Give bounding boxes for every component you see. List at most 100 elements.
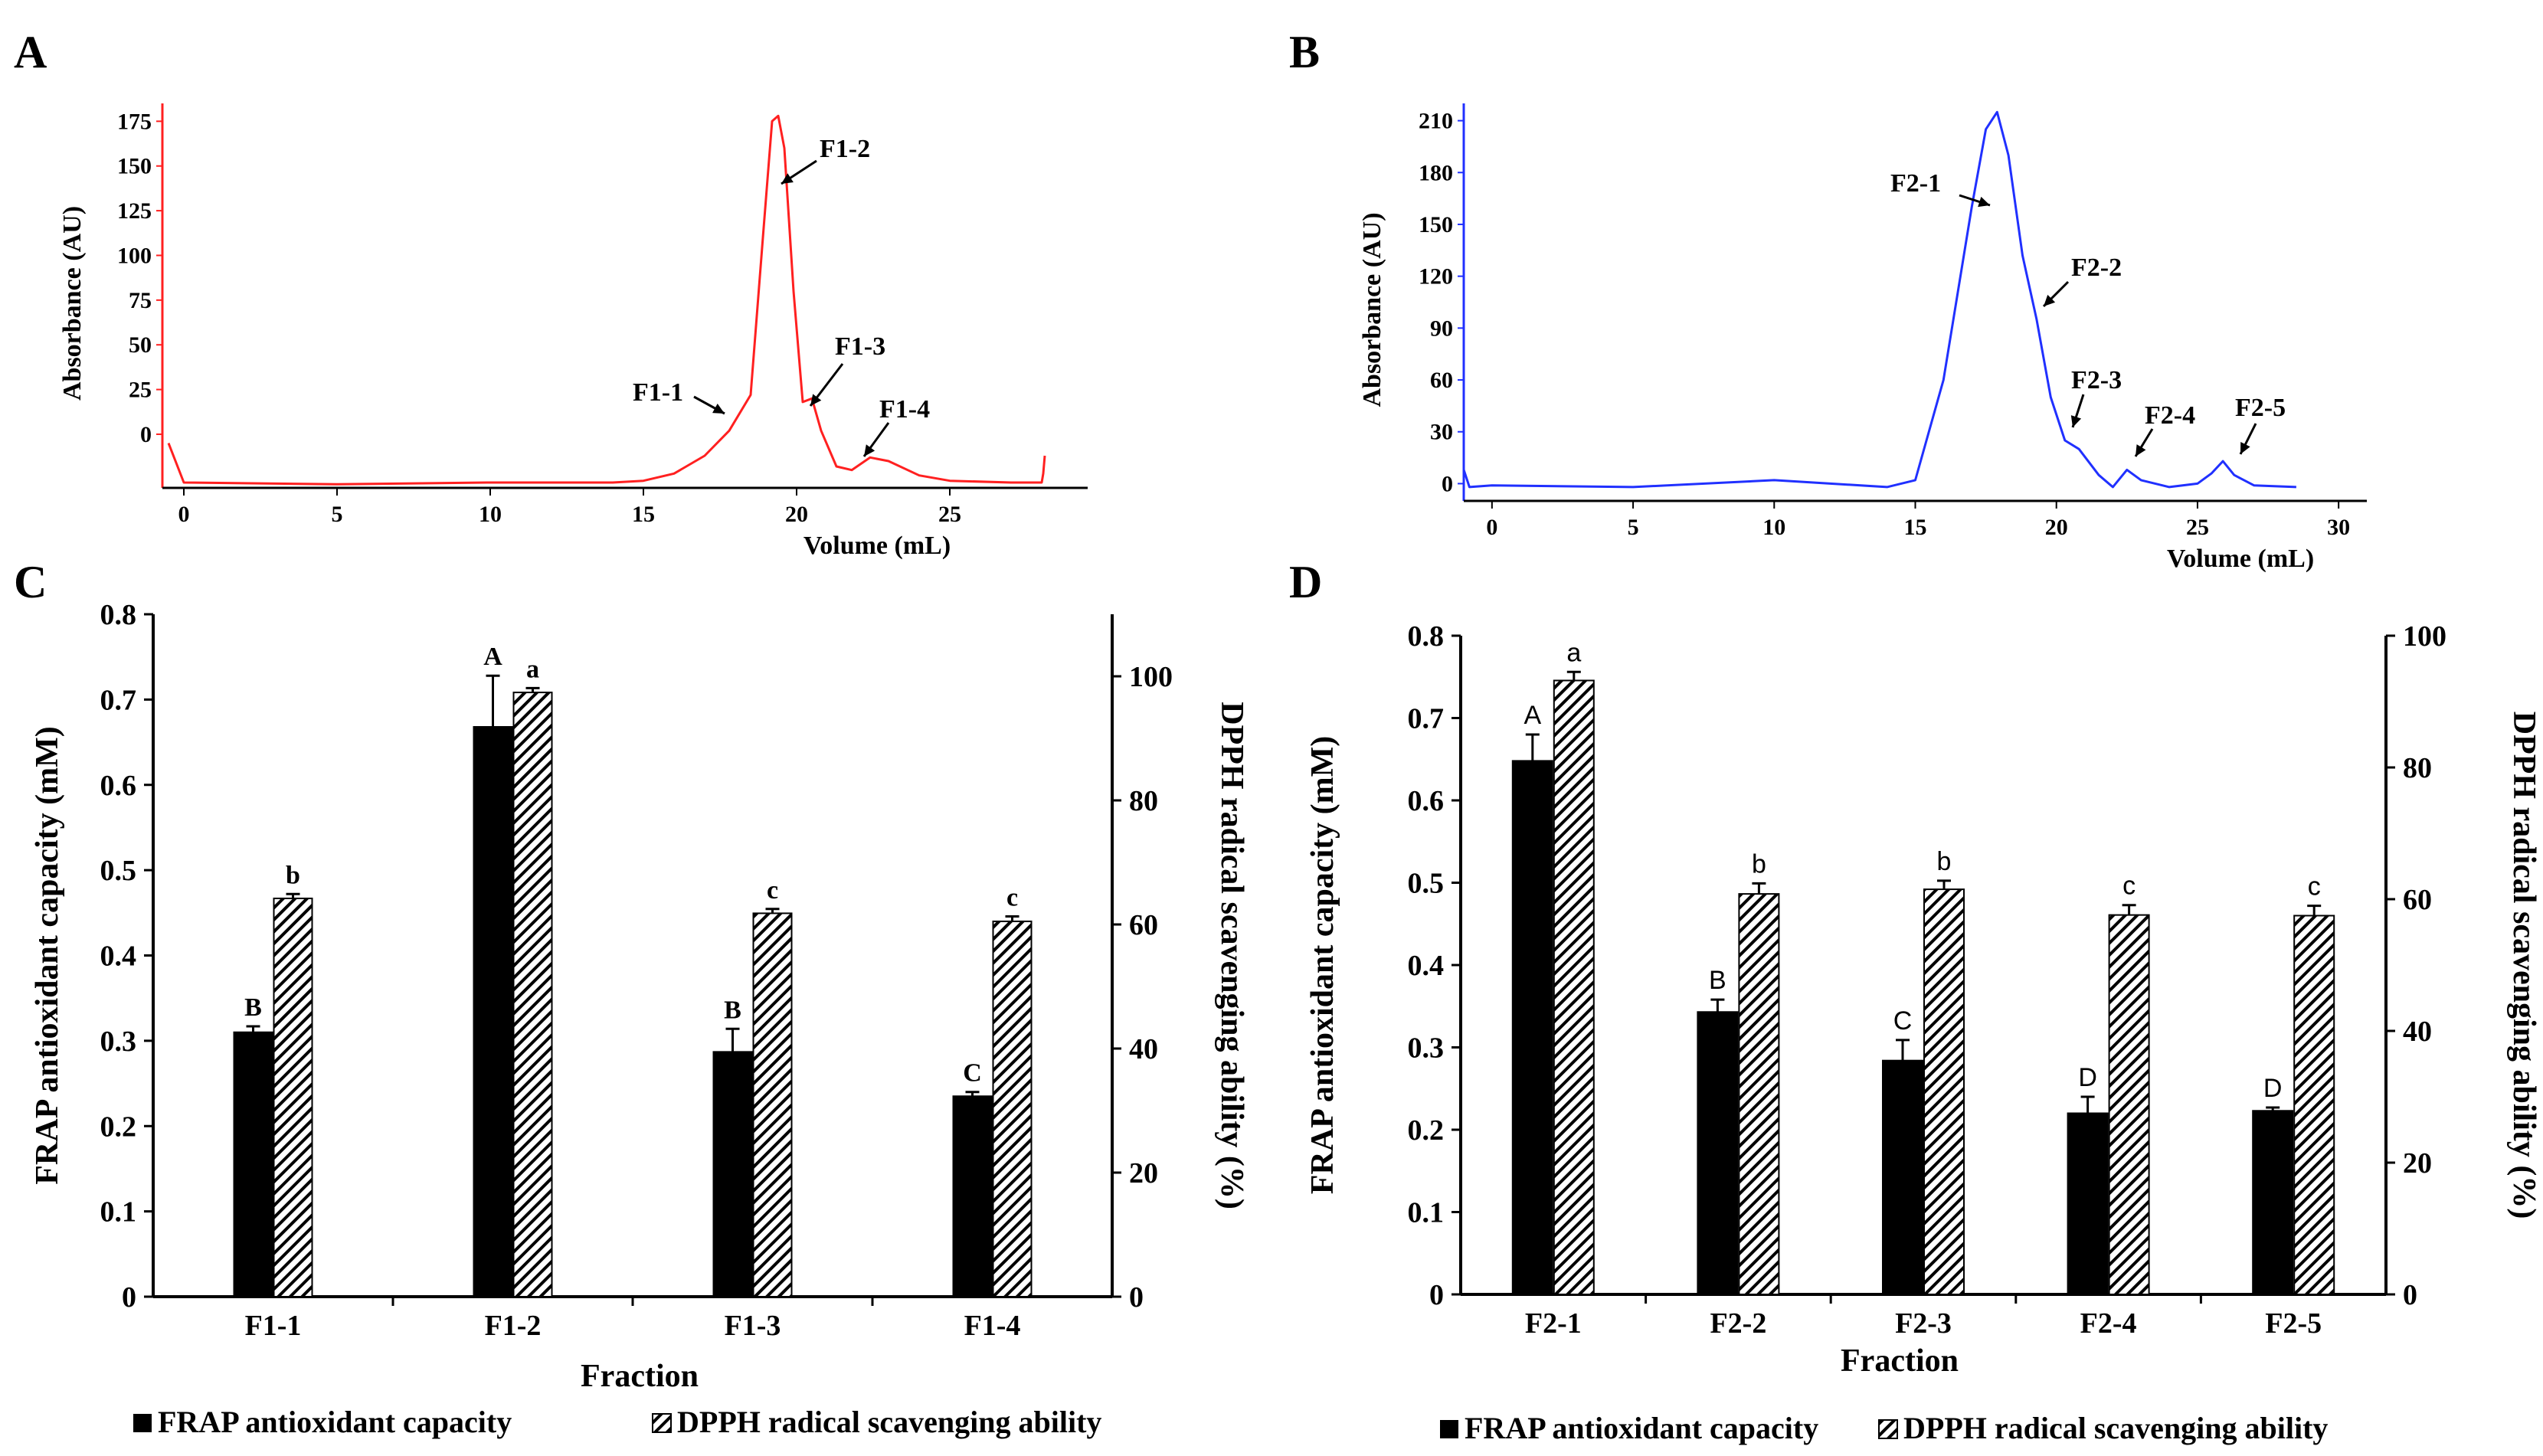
x-tick-label: 30: [2327, 515, 2350, 540]
left-tick-label: 0.4: [1408, 950, 1445, 982]
left-tick-label: 0.7: [1408, 703, 1445, 735]
frap-bar-f1-2: [473, 726, 513, 1297]
dpph-significance-letter: b: [1752, 849, 1766, 879]
x-tick-label: 25: [938, 502, 961, 527]
dpph-significance-letter: c: [2122, 872, 2136, 901]
panel-a-trace-line: [167, 114, 1046, 486]
panel-c-left-axis-title: FRAP antioxidant capacity (mM): [30, 726, 65, 1184]
frap-significance-letter: C: [1893, 1006, 1913, 1036]
left-tick-label: 0.3: [100, 1026, 137, 1058]
right-tick-label: 20: [1129, 1157, 1158, 1189]
right-tick-label: 100: [2403, 620, 2446, 653]
x-tick-label: 5: [1628, 515, 1639, 540]
panel-d-left-axis-title: FRAP antioxidant capacity (mM): [1305, 736, 1340, 1194]
y-tick-label: 90: [1430, 316, 1453, 341]
y-tick-label: 150: [117, 154, 152, 179]
peak-arrowhead-f2-1: [1978, 196, 1990, 208]
right-tick-label: 100: [1129, 661, 1173, 693]
peak-arrowhead-f2-4: [2136, 444, 2146, 456]
peak-label-f1-3: F1-3: [835, 332, 885, 361]
dpph-bar-f1-4: [992, 920, 1033, 1297]
left-tick-label: 0.7: [100, 684, 137, 716]
frap-bar-f2-3: [1882, 1059, 1923, 1295]
panel-d-x-axis-title: Fraction: [1841, 1343, 1959, 1379]
frap-bar-f1-1: [233, 1031, 273, 1298]
left-tick-label: 0.5: [100, 855, 137, 887]
dpph-significance-letter: b: [1937, 847, 1952, 876]
x-tick-label-f1-1: F1-1: [245, 1310, 302, 1342]
peak-label-f1-2: F1-2: [820, 135, 870, 163]
dpph-bar-f1-3: [752, 912, 793, 1298]
frap-significance-letter: A: [483, 643, 502, 671]
x-tick-label: 25: [2186, 515, 2209, 540]
x-tick-label-f1-2: F1-2: [485, 1310, 542, 1342]
frap-bar-f2-1: [1511, 760, 1553, 1295]
panel-b-chromatogram: 0 30 60 90 120 150 180 210 0 5 10 15 20 25 30 Volume (m…: [1358, 103, 2367, 573]
panel-b-y-axis-title: Absorbance (AU): [1358, 212, 1386, 407]
frap-significance-letter: D: [2078, 1063, 2097, 1092]
left-tick-label: 0.8: [100, 599, 137, 631]
peak-label-f2-5: F2-5: [2235, 394, 2286, 422]
peak-arrowhead-f1-2: [781, 173, 794, 184]
dpph-significance-letter: c: [2308, 872, 2321, 901]
frap-bar-f2-5: [2252, 1110, 2294, 1296]
y-tick-label: 120: [1419, 264, 1453, 290]
panel-label-b: B: [1289, 27, 1320, 77]
x-tick-label-f1-3: F1-3: [725, 1310, 781, 1342]
left-tick-label: 0.2: [100, 1111, 137, 1143]
x-tick-label: 0: [1486, 515, 1497, 540]
x-tick-label-f2-1: F2-1: [1525, 1307, 1582, 1340]
left-tick-label: 0.8: [1408, 620, 1445, 653]
y-tick-label: 210: [1419, 109, 1453, 134]
right-tick-label: 80: [1129, 785, 1158, 817]
x-tick-label: 10: [1762, 515, 1785, 540]
left-tick-label: 0.6: [100, 770, 137, 802]
left-tick-label: 0.1: [1408, 1197, 1445, 1229]
x-tick-label-f2-3: F2-3: [1895, 1307, 1952, 1340]
x-tick-label-f2-4: F2-4: [2080, 1307, 2137, 1340]
legend-label-frap: FRAP antioxidant capacity: [1465, 1411, 1818, 1445]
frap-bar-f1-3: [712, 1051, 753, 1297]
frap-significance-letter: B: [244, 993, 262, 1022]
frap-bar-f2-2: [1697, 1011, 1739, 1296]
right-tick-label: 20: [2403, 1147, 2432, 1180]
x-tick-label: 15: [632, 502, 655, 527]
frap-significance-letter: B: [724, 996, 741, 1024]
frap-significance-letter: D: [2263, 1074, 2283, 1103]
left-tick-label: 0: [1429, 1279, 1444, 1311]
y-tick-label: 175: [117, 109, 152, 134]
x-tick-label: 10: [479, 502, 502, 527]
peak-label-f2-1: F2-1: [1890, 169, 1941, 198]
y-tick-label: 30: [1430, 420, 1453, 445]
left-tick-label: 0.1: [100, 1196, 137, 1229]
dpph-bar-f2-4: [2108, 914, 2150, 1295]
legend-swatch-dpph: [1878, 1419, 1898, 1439]
peak-arrowhead-f1-3: [810, 394, 822, 406]
x-tick-label-f2-2: F2-2: [1710, 1307, 1766, 1340]
x-tick-label: 20: [785, 502, 808, 527]
panel-d-right-axis-title: DPPH radical scavenging ability (%): [2506, 712, 2541, 1219]
left-tick-label: 0.2: [1408, 1114, 1445, 1147]
right-tick-label: 40: [1129, 1033, 1158, 1065]
panel-b-x-axis-title: Volume (mL): [2167, 545, 2314, 573]
peak-label-f2-4: F2-4: [2145, 401, 2195, 430]
peak-arrowhead-f2-2: [2044, 294, 2056, 306]
y-tick-label: 75: [129, 288, 152, 313]
dpph-significance-letter: a: [526, 655, 539, 683]
peak-arrowhead-f1-4: [864, 444, 875, 456]
peak-arrowhead-f2-3: [2070, 415, 2082, 427]
legend-label-dpph: DPPH radical scavenging ability: [677, 1405, 1101, 1439]
peak-label-f1-4: F1-4: [879, 395, 930, 424]
panel-c-x-axis-title: Fraction: [581, 1359, 699, 1394]
left-tick-label: 0.4: [100, 941, 137, 973]
peak-arrowhead-f1-1: [712, 403, 725, 414]
y-tick-label: 25: [129, 378, 152, 403]
panel-b-trace-line: [1462, 110, 2296, 489]
dpph-significance-letter: a: [1566, 638, 1581, 667]
panel-a-y-axis-title: Absorbance (AU): [58, 206, 87, 401]
peak-label-f1-1: F1-1: [633, 378, 683, 407]
legend-label-dpph: DPPH radical scavenging ability: [1903, 1411, 2328, 1445]
right-tick-label: 0: [1129, 1281, 1144, 1314]
y-tick-label: 100: [117, 243, 152, 268]
y-tick-label: 60: [1430, 368, 1453, 393]
